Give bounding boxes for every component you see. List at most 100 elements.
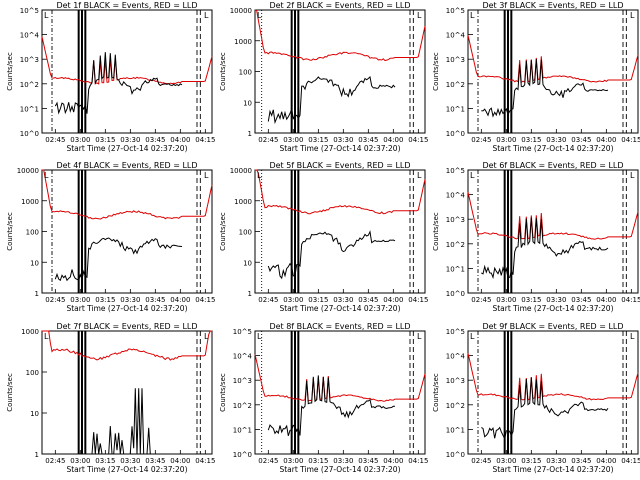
x-axis-label: Start Time (27-Oct-14 02:37:20) [66, 144, 187, 153]
y-tick-label: 10^1 [446, 426, 465, 434]
corner-marker: L [417, 11, 422, 20]
y-tick-label: 1 [35, 290, 39, 298]
y-tick-label: 10^3 [233, 377, 252, 385]
x-tick-label: 04:15 [195, 136, 215, 144]
x-tick-label: 04:15 [621, 296, 640, 304]
lld-series-line [467, 191, 639, 240]
x-tick-label: 03:00 [283, 136, 303, 144]
panel-det2: Det 2f BLACK = Events, RED = LLD 1 10 100 10… [219, 1, 428, 153]
lld-series-line [42, 169, 213, 220]
x-tick-label: 03:00 [70, 457, 90, 465]
x-tick-label: 03:45 [571, 136, 591, 144]
panel-det4: Det 4f BLACK = Events, RED = LLD 1 10 100 10… [6, 161, 215, 313]
events-series-line [42, 388, 212, 455]
x-tick-label: 03:15 [521, 136, 541, 144]
panel-title: Det 5f BLACK = Events, RED = LLD [269, 161, 410, 170]
y-axis-label: Counts/sec [432, 52, 440, 91]
y-tick-label: 10^2 [20, 81, 39, 89]
y-tick-label: 10 [243, 259, 252, 267]
x-tick-label: 03:30 [333, 296, 353, 304]
y-axis-label: Counts/sec [6, 373, 14, 412]
y-tick-label: 10^1 [20, 105, 39, 113]
panel-det5: Det 5f BLACK = Events, RED = LLD 1 10 100 10… [219, 161, 428, 313]
y-tick-label: 10^2 [446, 241, 465, 249]
lld-series-line [42, 330, 212, 361]
x-tick-label: 02:45 [258, 136, 278, 144]
y-tick-label: 1 [35, 451, 39, 459]
x-axis-label: Start Time (27-Oct-14 02:37:20) [279, 465, 400, 474]
y-tick-label: 10000 [230, 7, 252, 15]
x-tick-label: 02:45 [258, 296, 278, 304]
x-tick-label: 03:15 [95, 457, 115, 465]
y-tick-label: 10000 [230, 167, 252, 175]
y-tick-label: 100 [26, 369, 39, 377]
lld-series-line [254, 354, 426, 402]
y-tick-label: 10^5 [446, 7, 465, 15]
x-tick-label: 04:00 [596, 136, 616, 144]
panel-det8: Det 8f BLACK = Events, RED = LLD 10^0 10^1… [219, 322, 428, 474]
corner-marker: L [417, 332, 422, 341]
x-tick-label: 03:00 [496, 457, 516, 465]
panel-title: Det 8f BLACK = Events, RED = LLD [269, 322, 410, 331]
y-axis-label: Counts/sec [219, 373, 227, 412]
y-tick-label: 100 [239, 229, 252, 237]
x-tick-label: 04:00 [170, 296, 190, 304]
x-tick-label: 03:15 [521, 457, 541, 465]
y-tick-label: 10^5 [446, 167, 465, 175]
y-tick-label: 10^1 [233, 426, 252, 434]
x-tick-label: 03:00 [496, 296, 516, 304]
y-tick-label: 10^0 [233, 451, 252, 459]
x-tick-label: 02:45 [471, 296, 491, 304]
panel-title: Det 7f BLACK = Events, RED = LLD [56, 322, 197, 331]
axes-frame [467, 169, 639, 294]
panel-det6: Det 6f BLACK = Events, RED = LLD 10^0 10^1… [432, 161, 640, 313]
x-tick-label: 04:00 [596, 296, 616, 304]
events-series-line [267, 230, 396, 280]
y-tick-label: 1 [248, 290, 252, 298]
x-axis-label: Start Time (27-Oct-14 02:37:20) [492, 144, 613, 153]
events-series-line [267, 375, 396, 436]
x-tick-label: 03:45 [358, 136, 378, 144]
lld-series-line [41, 36, 213, 85]
x-tick-label: 03:45 [145, 296, 165, 304]
x-tick-label: 03:45 [358, 296, 378, 304]
y-tick-label: 1 [248, 130, 252, 138]
x-tick-label: 03:45 [145, 136, 165, 144]
y-tick-label: 10^0 [446, 130, 465, 138]
panel-title: Det 4f BLACK = Events, RED = LLD [56, 161, 197, 170]
corner-marker: L [630, 11, 635, 20]
x-tick-label: 03:45 [571, 457, 591, 465]
panel-det3: Det 3f BLACK = Events, RED = LLD 10^0 10^1… [432, 1, 640, 153]
x-tick-label: 03:30 [333, 136, 353, 144]
y-tick-label: 100 [239, 69, 252, 77]
x-tick-label: 04:15 [195, 296, 215, 304]
panel-det1: Det 1f BLACK = Events, RED = LLD 10^0 10^1… [6, 1, 215, 153]
x-tick-label: 04:00 [170, 457, 190, 465]
y-tick-label: 10^4 [20, 32, 40, 40]
x-tick-label: 04:15 [195, 457, 215, 465]
axes-frame [41, 9, 213, 134]
x-tick-label: 02:45 [471, 136, 491, 144]
events-series-line [481, 59, 609, 118]
panel-title: Det 1f BLACK = Events, RED = LLD [56, 1, 197, 10]
lld-series-line [467, 352, 639, 401]
lld-series-line [255, 169, 426, 215]
x-tick-label: 03:00 [283, 457, 303, 465]
corner-marker: L [204, 171, 209, 180]
y-tick-label: 10^4 [446, 32, 466, 40]
corner-marker: L [257, 171, 262, 180]
x-tick-label: 03:15 [95, 296, 115, 304]
corner-marker: L [630, 332, 635, 341]
x-tick-label: 03:00 [70, 136, 90, 144]
x-tick-label: 04:15 [408, 296, 428, 304]
x-axis-label: Start Time (27-Oct-14 02:37:20) [279, 144, 400, 153]
x-tick-label: 04:00 [383, 457, 403, 465]
y-tick-label: 10^0 [446, 290, 465, 298]
y-tick-label: 10^4 [446, 353, 466, 361]
corner-marker: L [470, 171, 475, 180]
y-tick-label: 10^2 [446, 81, 465, 89]
panel-title: Det 2f BLACK = Events, RED = LLD [269, 1, 410, 10]
corner-marker: L [630, 171, 635, 180]
x-tick-label: 03:45 [145, 457, 165, 465]
x-tick-label: 04:15 [621, 457, 640, 465]
